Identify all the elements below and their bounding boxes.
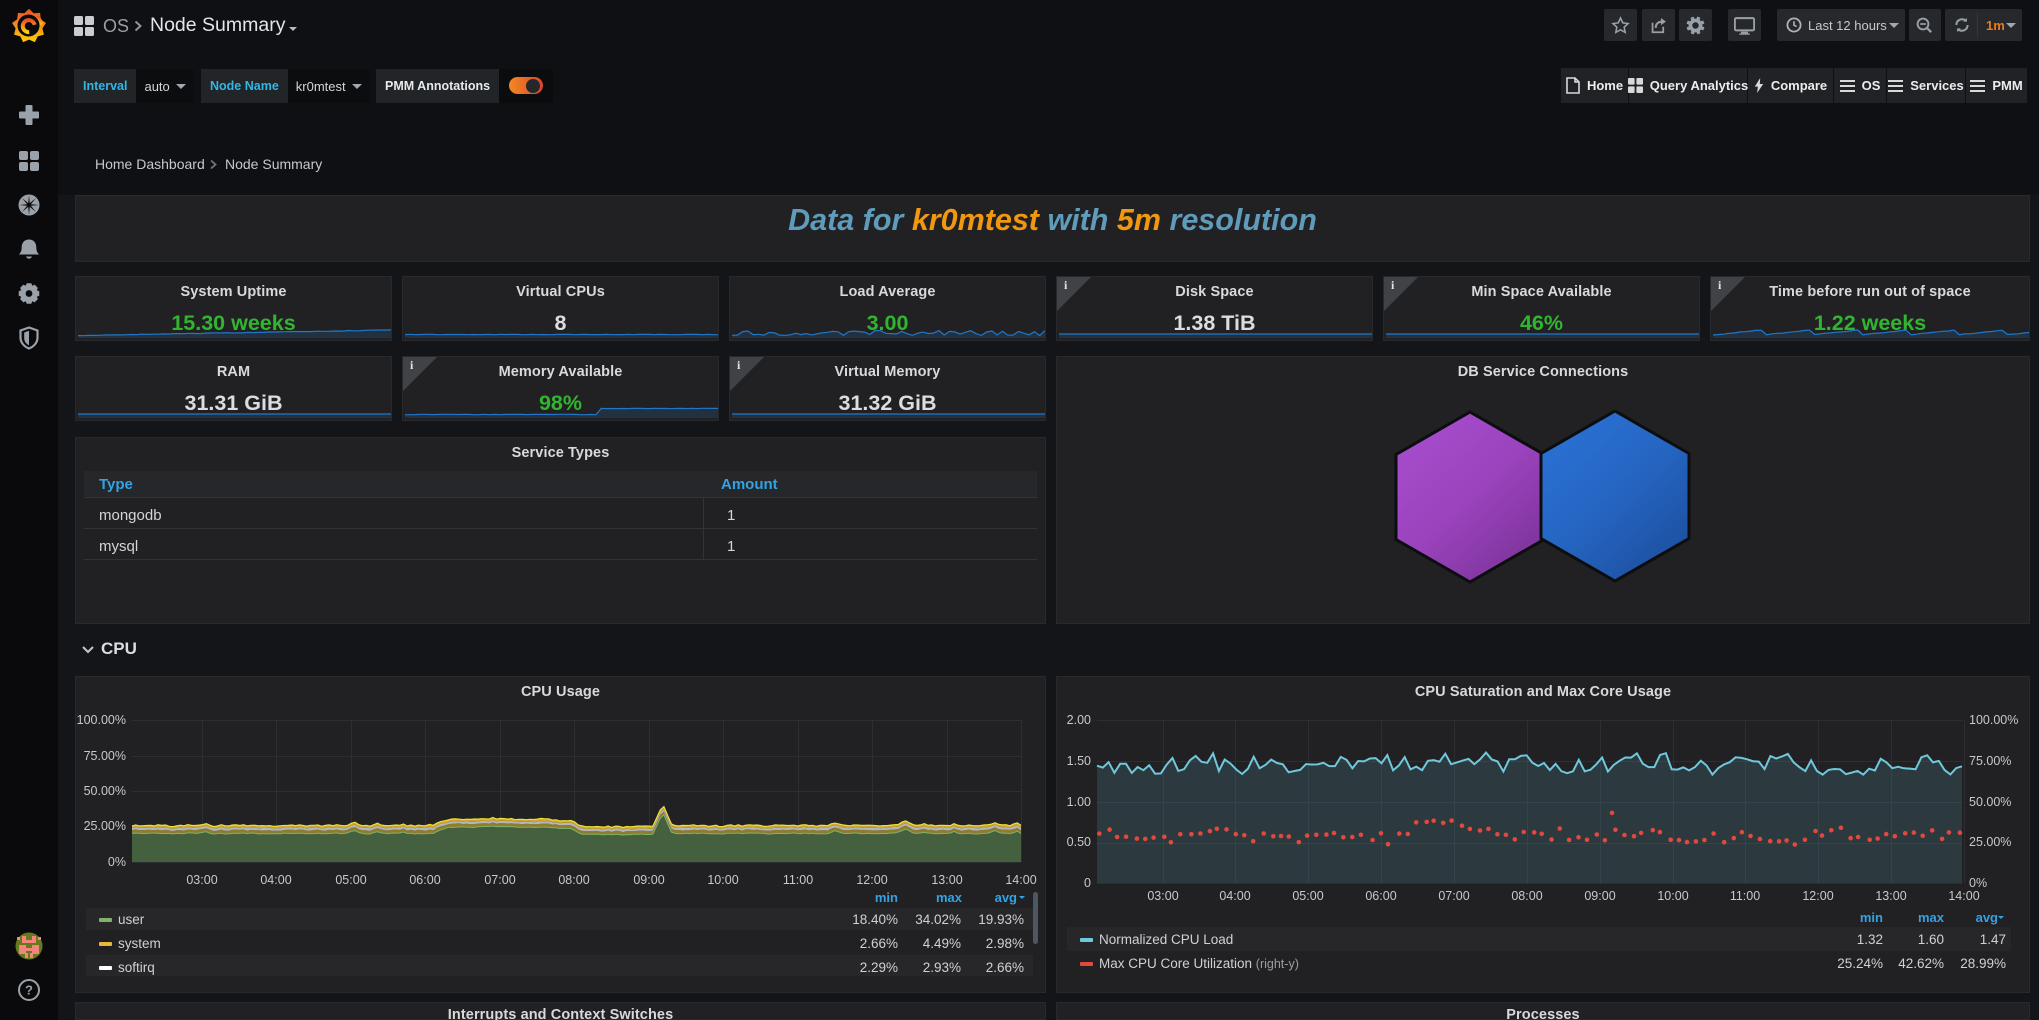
svg-text:?: ? xyxy=(25,983,33,998)
